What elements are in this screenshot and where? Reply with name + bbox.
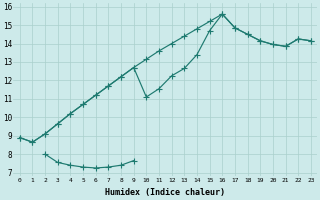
X-axis label: Humidex (Indice chaleur): Humidex (Indice chaleur): [105, 188, 225, 197]
